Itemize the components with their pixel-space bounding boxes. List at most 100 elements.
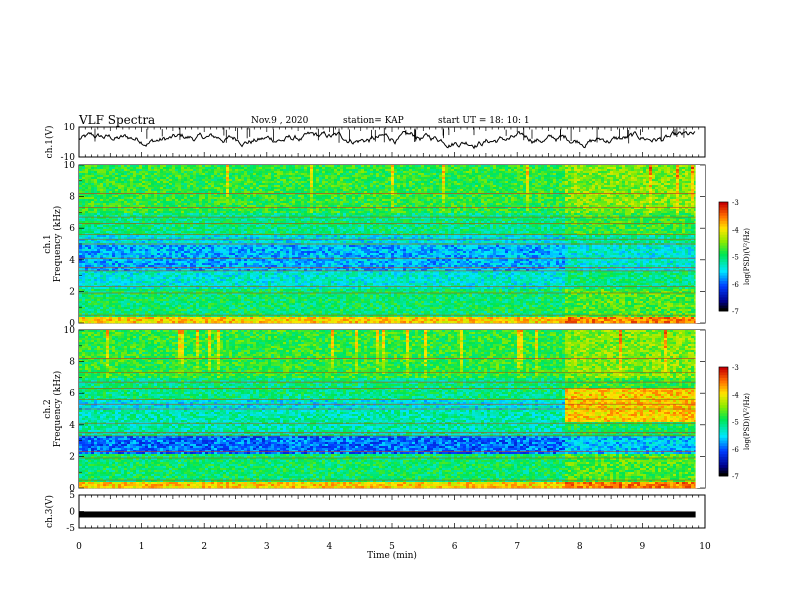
spectrogram-cell [214,255,217,257]
spectrogram-cell [184,221,187,223]
spectrogram-cell [148,281,151,283]
spectrogram-cell [181,201,184,203]
spectrogram-cell [160,231,163,233]
spectrogram-cell [136,251,139,253]
spectrogram-cell [166,249,169,251]
spectrogram-cell [205,211,208,213]
spectrogram-cell [148,225,151,227]
spectrogram-cell [157,289,160,291]
spectrogram-cell [151,171,154,173]
spectrogram-cell [220,169,223,171]
spectrogram-cell [133,167,136,169]
spectrogram-cell [229,261,232,263]
spectrogram-cell [178,187,181,189]
spectrogram-cell [142,299,145,301]
spectrogram-cell [199,273,202,275]
spectrogram-cell [103,283,106,285]
spectrogram-cell [232,229,235,231]
spectrogram-cell [208,251,211,253]
spectrogram-cell [154,295,157,297]
spectrogram-cell [196,203,199,205]
spectrogram-cell [223,201,226,203]
spectrogram-cell [106,205,109,207]
spectrogram-cell [85,205,88,207]
spectrogram-cell [97,203,100,205]
spectrogram-cell [133,177,136,179]
spectrogram-cell [103,281,106,283]
spectrogram-cell [160,321,163,323]
spectrogram-cell [172,221,175,223]
spectrogram-cell [94,305,97,307]
spectrogram-cell [94,241,97,243]
spectrogram-cell [151,271,154,273]
spectrogram-cell [100,183,103,185]
spectrogram-cell [157,259,160,261]
spectrogram-cell [124,197,127,199]
spectrogram-cell [205,247,208,249]
spectrogram-cell [145,289,148,291]
spectrogram-cell [229,321,232,323]
spectrogram-cell [88,229,91,231]
spectrogram-cell [142,189,145,191]
spectrogram-cell [97,287,100,289]
spectrogram-cell [208,299,211,301]
spectrogram-cell [139,247,142,249]
spectrogram-cell [160,309,163,311]
spectrogram-cell [100,273,103,275]
spectrogram-cell [187,175,190,177]
spectrogram-cell [160,289,163,291]
spectrogram-cell [151,201,154,203]
spectrogram-cell [193,287,196,289]
spectrogram-cell [190,275,193,277]
spectrogram-cell [79,241,82,243]
spectrogram-cell [139,229,142,231]
spectrogram-cell [169,273,172,275]
spectrogram-cell [229,255,232,257]
spectrogram-cell [193,301,196,303]
spectrogram-cell [82,247,85,249]
spectrogram-cell [214,209,217,211]
spectrogram-cell [178,225,181,227]
spectrogram-cell [178,227,181,229]
spectrogram-cell [121,271,124,273]
spectrogram-cell [229,173,232,175]
spectrogram-cell [166,303,169,305]
spectrogram-cell [220,179,223,181]
spectrogram-cell [205,295,208,297]
spectrogram-cell [130,219,133,221]
spectrogram-cell [205,231,208,233]
spectrogram-cell [217,231,220,233]
spectrogram-cell [166,289,169,291]
spectrogram-cell [193,281,196,283]
spectrogram-cell [151,189,154,191]
spectrogram-cell [106,229,109,231]
spectrogram-cell [223,183,226,185]
spectrogram-cell [217,225,220,227]
spectrogram-cell [85,199,88,201]
spectrogram-cell [115,251,118,253]
spectrogram-cell [151,277,154,279]
spectrogram-cell [220,295,223,297]
spectrogram-cell [193,297,196,299]
spectrogram-cell [103,229,106,231]
spectrogram-cell [232,221,235,223]
spectrogram-cell [121,241,124,243]
spectrogram-cell [151,183,154,185]
spectrogram-cell [211,277,214,279]
spectrogram-cell [169,201,172,203]
spectrogram-cell [166,189,169,191]
spectrogram-cell [124,203,127,205]
spectrogram-cell [196,287,199,289]
spectrogram-cell [103,245,106,247]
spectrogram-cell [133,179,136,181]
spectrogram-cell [157,201,160,203]
spectrogram-cell [136,249,139,251]
spectrogram-cell [169,253,172,255]
spectrogram-cell [79,199,82,201]
spectrogram-cell [133,289,136,291]
spectrogram-cell [169,211,172,213]
spectrogram-cell [199,305,202,307]
spectrogram-cell [187,221,190,223]
spectrogram-cell [124,317,127,319]
spectrogram-cell [160,277,163,279]
